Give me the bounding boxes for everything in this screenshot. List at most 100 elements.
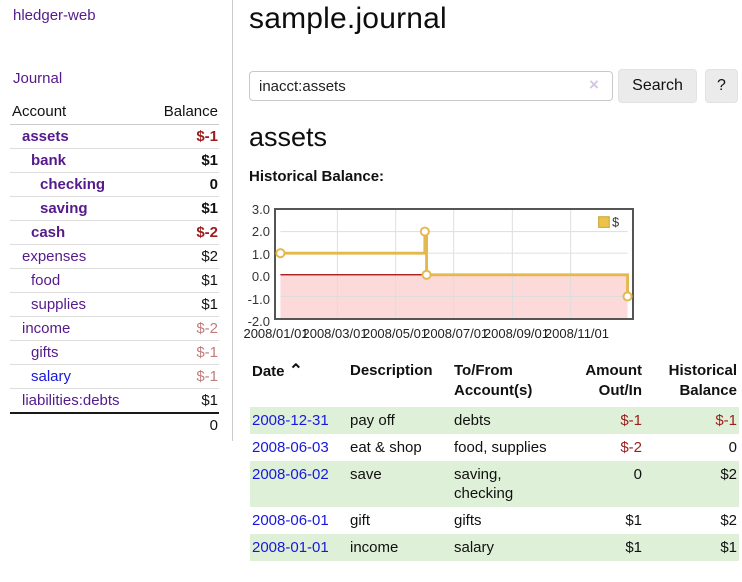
accounts-total-row: 0 bbox=[10, 412, 219, 438]
transaction-amount: $-2 bbox=[620, 439, 642, 456]
account-balance: $-2 bbox=[147, 220, 219, 245]
search-button[interactable]: Search bbox=[618, 69, 697, 103]
account-row: income $-2 bbox=[10, 316, 219, 341]
account-column-header: Account bbox=[10, 103, 148, 125]
transaction-description: eat & shop bbox=[350, 439, 422, 456]
x-axis-tick-label: 2008/05/01 bbox=[362, 326, 429, 341]
account-page-title: assets bbox=[249, 122, 328, 152]
brand-link[interactable]: hledger-web bbox=[13, 7, 96, 24]
data-point-marker bbox=[622, 291, 633, 302]
transaction-date-link[interactable]: 2008-06-02 bbox=[252, 466, 329, 483]
accounts-total-balance: 0 bbox=[147, 412, 219, 438]
accounts-total-spacer bbox=[10, 412, 148, 438]
account-balance: $1 bbox=[147, 148, 219, 173]
data-point-marker bbox=[419, 226, 430, 237]
transaction-amount: $1 bbox=[625, 539, 642, 556]
x-axis-tick-label: 2008/01/01 bbox=[243, 326, 309, 341]
register-table-body: 2008-12-31 pay off debts $-1 $-1 2008-06-03 ea… bbox=[250, 407, 739, 561]
transaction-date-link[interactable]: 2008-01-01 bbox=[252, 539, 329, 556]
account-link[interactable]: supplies bbox=[31, 296, 87, 313]
y-axis-tick-label: 1.0 bbox=[251, 246, 270, 262]
transaction-balance: $-1 bbox=[715, 412, 737, 429]
account-link[interactable]: salary bbox=[31, 368, 72, 385]
account-row: bank $1 bbox=[10, 148, 219, 173]
description-column-header: Description bbox=[350, 362, 433, 379]
transaction-description: pay off bbox=[350, 412, 395, 429]
register-row: 2008-12-31 pay off debts $-1 $-1 bbox=[250, 407, 739, 434]
help-button[interactable]: ? bbox=[705, 69, 738, 103]
account-balance: $1 bbox=[147, 292, 219, 317]
account-balance: $-2 bbox=[147, 316, 219, 341]
sidebar: hledger-web Journal Account Balance asse… bbox=[0, 0, 233, 441]
transaction-date-link[interactable]: 2008-12-31 bbox=[252, 412, 329, 429]
legend-swatch bbox=[598, 216, 610, 228]
transaction-balance: $2 bbox=[720, 466, 737, 483]
transaction-accounts: food, supplies bbox=[454, 439, 547, 456]
account-link[interactable]: expenses bbox=[22, 248, 87, 265]
y-axis-tick-label: -1.0 bbox=[247, 291, 270, 307]
y-axis-tick-label: -2.0 bbox=[247, 314, 270, 329]
accounts-table-body: assets $-1 bank $1 checking 0 saving $1 cash $-2 e… bbox=[10, 124, 219, 414]
search-input[interactable] bbox=[249, 71, 613, 101]
transaction-amount: $1 bbox=[625, 512, 642, 529]
account-link[interactable]: gifts bbox=[31, 344, 59, 361]
account-row: food $1 bbox=[10, 268, 219, 293]
account-row: assets $-1 bbox=[10, 124, 219, 149]
transaction-amount: 0 bbox=[633, 466, 642, 483]
sidebar-item-journal[interactable]: Journal bbox=[13, 70, 63, 87]
register-row: 2008-06-01 gift gifts $1 $2 bbox=[250, 507, 739, 534]
accounts-table: Account Balance assets $-1 bank $1 checking 0… bbox=[10, 103, 219, 438]
x-axis-tick-label: 2008/11/01 bbox=[544, 326, 610, 341]
transaction-date-link[interactable]: 2008-06-03 bbox=[252, 439, 329, 456]
account-link[interactable]: assets bbox=[22, 128, 69, 145]
transaction-amount: $-1 bbox=[620, 412, 642, 429]
x-axis-tick-label: 2008/03/01 bbox=[302, 326, 368, 341]
register-row: 2008-06-02 save saving, checking 0 $2 bbox=[250, 461, 739, 507]
transaction-balance: $1 bbox=[720, 539, 737, 556]
chart-label: Historical Balance: bbox=[249, 168, 385, 185]
transaction-date-link[interactable]: 2008-06-01 bbox=[252, 512, 329, 529]
account-link[interactable]: liabilities:debts bbox=[22, 392, 120, 409]
account-link[interactable]: income bbox=[22, 320, 71, 337]
account-row: checking 0 bbox=[10, 172, 219, 197]
account-link[interactable]: bank bbox=[31, 152, 67, 169]
transaction-accounts: debts bbox=[454, 412, 491, 429]
account-row: supplies $1 bbox=[10, 292, 219, 317]
account-row: expenses $2 bbox=[10, 244, 219, 269]
account-balance: $-1 bbox=[147, 124, 219, 149]
legend-label: $ bbox=[612, 215, 619, 229]
data-point-marker bbox=[275, 248, 286, 259]
balance-column-header: Historical Balance bbox=[668, 362, 737, 399]
balance-column-header: Balance bbox=[147, 103, 219, 125]
sort-ascending-icon: ⌃ bbox=[288, 361, 303, 380]
account-row: saving $1 bbox=[10, 196, 219, 221]
x-axis-tick-label: 2008/07/01 bbox=[423, 326, 489, 341]
balance-chart: $ bbox=[274, 208, 634, 320]
date-column-header[interactable]: Date ⌃ bbox=[252, 361, 303, 380]
transaction-balance: 0 bbox=[728, 439, 737, 456]
transaction-description: gift bbox=[350, 512, 371, 529]
register-header-row: Date ⌃ Description To/From Account(s) Am… bbox=[250, 359, 739, 407]
register-table: Date ⌃ Description To/From Account(s) Am… bbox=[250, 359, 739, 561]
account-link[interactable]: cash bbox=[31, 224, 66, 241]
y-axis-tick-label: 3.0 bbox=[251, 202, 270, 217]
account-row: cash $-2 bbox=[10, 220, 219, 245]
account-link[interactable]: saving bbox=[40, 200, 88, 217]
register-row: 2008-06-03 eat & shop food, supplies $-2 0 bbox=[250, 434, 739, 461]
account-balance: 0 bbox=[147, 172, 219, 197]
accounts-column-header: To/From Account(s) bbox=[454, 362, 533, 399]
y-axis-tick-label: 2.0 bbox=[251, 224, 270, 240]
transaction-accounts: gifts bbox=[454, 512, 482, 529]
account-row: liabilities:debts $1 bbox=[10, 388, 219, 414]
transaction-description: income bbox=[350, 539, 399, 556]
x-axis-tick-label: 2008/09/01 bbox=[483, 326, 550, 341]
clear-search-icon[interactable]: × bbox=[589, 75, 599, 94]
account-balance: $2 bbox=[147, 244, 219, 269]
main-content: sample.journal × Search ? assets Histori… bbox=[243, 0, 742, 582]
transaction-accounts: saving, checking bbox=[454, 466, 514, 502]
account-balance: $1 bbox=[147, 388, 219, 414]
accounts-table-header: Account Balance bbox=[10, 103, 219, 125]
transaction-accounts: salary bbox=[454, 539, 495, 556]
account-link[interactable]: food bbox=[31, 272, 61, 289]
account-link[interactable]: checking bbox=[40, 176, 106, 193]
